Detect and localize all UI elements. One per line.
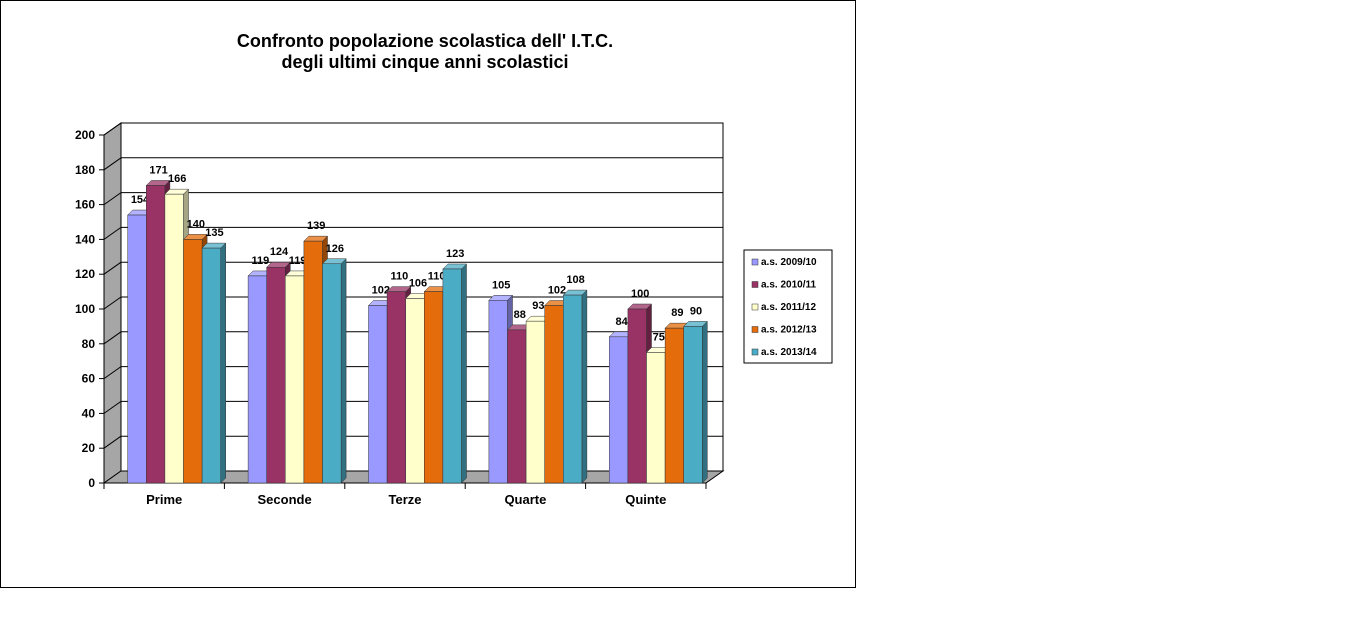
y-tick-label: 60: [82, 372, 96, 386]
y-tick-label: 120: [75, 267, 95, 281]
legend-swatch: [751, 303, 759, 311]
bar: [405, 298, 425, 484]
plot-area: 0 20 40 60 80 100 120 140 160 180 200 Prime Seconde T…: [75, 122, 725, 507]
gridline-side: [103, 226, 122, 240]
data-label: 110: [428, 271, 446, 283]
x-tick-label: Quarte: [504, 492, 546, 507]
y-tick-label: 20: [82, 441, 96, 455]
bar: [266, 266, 286, 484]
y-tick-label: 180: [75, 163, 95, 177]
bar: [322, 263, 342, 484]
y-tick-label: 40: [82, 406, 96, 420]
data-label: 124: [270, 246, 289, 258]
data-label: 154: [131, 194, 150, 206]
gridline-side: [103, 122, 122, 136]
bar: [201, 247, 221, 484]
y-tick-label: 140: [75, 232, 95, 246]
legend-swatch: [751, 326, 759, 333]
legend-swatch: [751, 348, 759, 356]
bar: [183, 239, 203, 484]
y-tick-label: 80: [82, 337, 96, 351]
legend-swatch: [751, 258, 759, 266]
data-label: 123: [446, 248, 464, 260]
gridline-side: [103, 157, 122, 171]
bar: [544, 305, 564, 484]
x-tick-label: Seconde: [258, 492, 312, 507]
x-tick-label: Terze: [389, 492, 422, 507]
bar: [488, 300, 508, 484]
bar: [627, 308, 647, 484]
data-label: 126: [326, 243, 344, 255]
y-tick-label: 0: [88, 476, 95, 490]
data-label: 171: [149, 164, 167, 176]
bar: [683, 326, 703, 484]
legend: a.s. 2009/10 a.s. 2010/11 a.s. 2011/12 a.s.…: [743, 249, 833, 364]
data-label: 140: [187, 218, 205, 230]
bar: [247, 275, 267, 484]
bar: [664, 327, 684, 484]
y-tick-label: 160: [75, 198, 95, 212]
bar-side: [702, 320, 708, 484]
bar: [303, 240, 323, 484]
chart-title-line-2: degli ultimi cinque anni scolastici: [281, 52, 568, 72]
data-label: 93: [532, 300, 544, 312]
bar: [442, 268, 462, 484]
legend-swatch: [751, 281, 759, 288]
bar: [127, 214, 147, 484]
data-label: 108: [566, 274, 584, 286]
bar-chart: Confronto popolazione scolastica dell' I…: [75, 31, 833, 507]
data-label: 88: [514, 309, 526, 321]
gridline-side: [103, 261, 122, 275]
data-label: 84: [615, 316, 628, 328]
bar-side: [220, 242, 226, 484]
data-label: 100: [631, 288, 649, 300]
chart-title-line-1: Confronto popolazione scolastica dell' I…: [237, 31, 613, 51]
bar-side: [340, 258, 347, 484]
y-tick-label: 200: [75, 128, 95, 142]
bar-side: [461, 263, 467, 484]
gridline-side: [103, 400, 122, 414]
gridline-side: [103, 366, 122, 380]
bar: [424, 291, 444, 484]
legend-label: a.s. 2011/12: [761, 302, 816, 313]
bar: [563, 294, 583, 484]
data-label: 89: [671, 307, 683, 319]
gridline-side: [103, 296, 122, 310]
bar: [164, 193, 184, 484]
gridline-side: [103, 192, 122, 206]
data-label: 75: [653, 332, 665, 344]
x-tick-label: Prime: [146, 492, 182, 507]
x-tick-label: Quinte: [625, 492, 666, 507]
data-label: 110: [391, 271, 409, 283]
legend-label: a.s. 2013/14: [761, 347, 817, 358]
bar: [609, 336, 629, 484]
data-label: 119: [289, 255, 307, 267]
data-label: 102: [372, 285, 390, 297]
bar: [285, 275, 305, 484]
chart-frame: Confronto popolazione scolastica dell' I…: [0, 0, 856, 588]
data-label: 106: [409, 278, 427, 290]
gridline-side: [103, 331, 122, 345]
bar-side: [581, 289, 588, 484]
legend-label: a.s. 2012/13: [761, 325, 817, 336]
bar: [525, 320, 545, 484]
bar: [507, 329, 527, 484]
legend-label: a.s. 2009/10: [761, 257, 817, 268]
bar: [146, 185, 166, 484]
data-label: 90: [690, 305, 702, 317]
bar: [646, 352, 666, 484]
data-label: 139: [307, 220, 325, 232]
bar: [368, 305, 388, 484]
data-label: 166: [168, 173, 186, 185]
legend-label: a.s. 2010/11: [761, 280, 816, 291]
gridline-side: [103, 435, 122, 449]
legend-box: [743, 249, 833, 364]
data-label: 135: [205, 227, 223, 239]
data-label: 102: [548, 285, 566, 297]
data-label: 105: [492, 279, 510, 291]
data-label: 119: [252, 255, 270, 267]
bar: [386, 291, 406, 484]
y-tick-label: 100: [75, 302, 95, 316]
